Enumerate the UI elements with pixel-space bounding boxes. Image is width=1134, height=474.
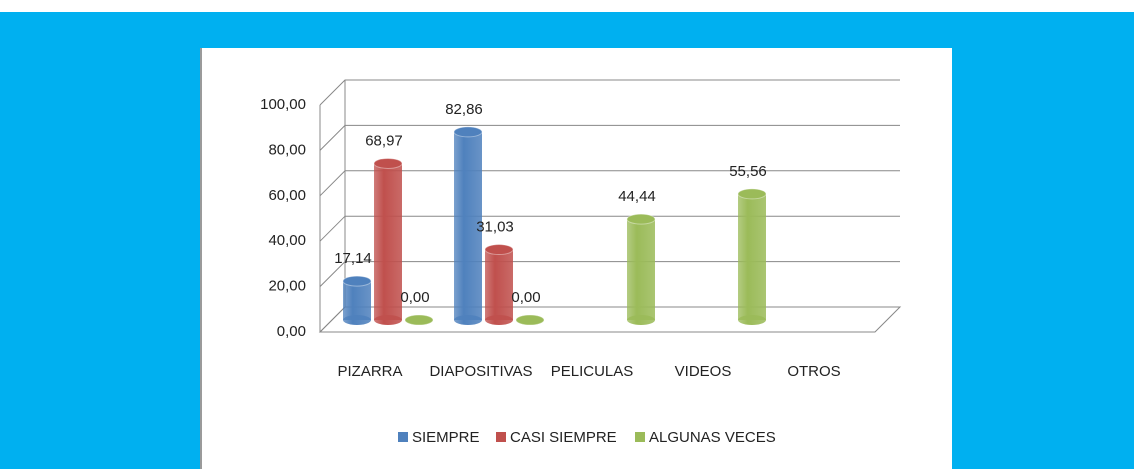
x-tick-label: VIDEOS [675, 363, 732, 380]
grid-line [319, 170, 900, 197]
bar-top [626, 213, 656, 225]
bar-bottom [485, 315, 513, 325]
bar-body [343, 281, 371, 320]
legend-swatch [496, 432, 506, 442]
legend-label: CASI SIEMPRE [510, 429, 617, 446]
bar-bottom [738, 315, 766, 325]
data-label: 82,86 [445, 101, 483, 118]
bar-body [738, 193, 766, 320]
legend-swatch [398, 432, 408, 442]
grid-line [319, 79, 900, 106]
legend-label: ALGUNAS VECES [649, 429, 776, 446]
legend-label: SIEMPRE [412, 429, 480, 446]
bar [453, 126, 483, 325]
bar-body [454, 131, 482, 320]
y-tick-label: 20,00 [268, 278, 306, 295]
y-tick-label: 0,00 [277, 323, 306, 340]
bar [404, 314, 434, 326]
bar [484, 244, 514, 325]
data-label: 44,44 [618, 188, 656, 205]
data-label: 68,97 [365, 132, 403, 149]
data-label: 0,00 [400, 289, 429, 306]
grid-line [319, 261, 900, 287]
bar-top [484, 244, 514, 256]
bar-bottom [454, 315, 482, 325]
bar-body [374, 163, 402, 320]
bar [737, 188, 767, 325]
data-label: 31,03 [476, 219, 514, 236]
data-label: 0,00 [511, 289, 540, 306]
bar-top [404, 314, 434, 326]
x-tick-label: DIAPOSITIVAS [429, 363, 532, 380]
bar-bottom [374, 315, 402, 325]
bar [373, 157, 403, 325]
bar [515, 314, 545, 326]
legend-swatch [635, 432, 645, 442]
bar [626, 213, 656, 325]
grid-line [319, 215, 900, 242]
bar-top [373, 157, 403, 169]
x-tick-label: PIZARRA [337, 363, 402, 380]
bar-body [627, 219, 655, 320]
grid-line [319, 124, 900, 151]
data-label: 55,56 [729, 163, 767, 180]
y-tick-label: 100,00 [260, 96, 306, 113]
bar-top [515, 314, 545, 326]
chart-panel [200, 48, 952, 469]
y-tick-label: 40,00 [268, 232, 306, 249]
bar-bottom [627, 315, 655, 325]
y-tick-label: 60,00 [268, 187, 306, 204]
bar-top [342, 275, 372, 287]
bar-bottom [343, 315, 371, 325]
y-tick-label: 80,00 [268, 141, 306, 158]
bar-top [737, 188, 767, 200]
x-tick-label: OTROS [787, 363, 840, 380]
bar-body [485, 249, 513, 320]
data-label: 17,14 [334, 250, 372, 267]
bar [342, 275, 372, 325]
bar-top [453, 126, 483, 138]
x-tick-label: PELICULAS [551, 363, 634, 380]
